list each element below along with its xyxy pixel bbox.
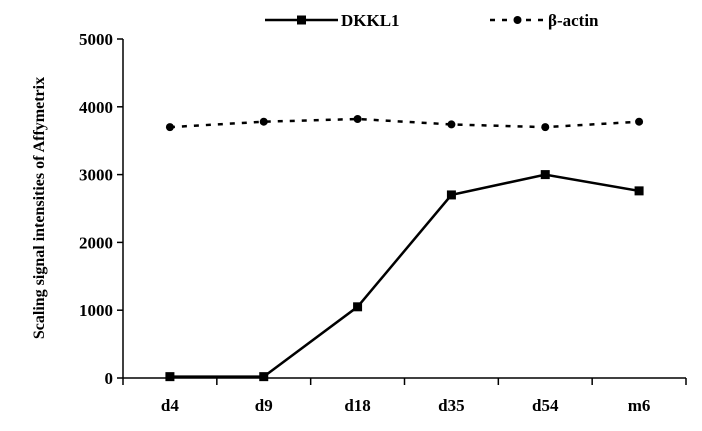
y-axis-ticks: 0 1000 2000 3000 4000 5000 xyxy=(79,30,123,388)
x-tick-label: d18 xyxy=(344,396,370,415)
y-tick-label: 2000 xyxy=(79,233,113,252)
y-tick-label: 3000 xyxy=(79,166,113,185)
legend-label: β-actin xyxy=(548,11,599,30)
y-tick-label: 1000 xyxy=(79,301,113,320)
data-point xyxy=(165,123,174,132)
data-point xyxy=(446,190,456,200)
data-point xyxy=(353,115,362,124)
legend-label: DKKL1 xyxy=(341,11,400,30)
legend-marker xyxy=(297,15,306,25)
data-point xyxy=(353,302,363,312)
data-point xyxy=(635,117,644,126)
x-tick-label: m6 xyxy=(628,396,651,415)
data-point xyxy=(259,117,268,126)
series-layer xyxy=(165,115,644,382)
x-tick-label: d54 xyxy=(532,396,559,415)
data-point xyxy=(165,372,175,382)
series-dkkl1 xyxy=(165,170,644,382)
x-tick-label: d4 xyxy=(161,396,179,415)
legend-item: DKKL1 xyxy=(265,11,400,30)
data-point xyxy=(259,372,269,382)
series-beta-actin xyxy=(165,115,644,132)
legend-marker xyxy=(513,16,522,24)
x-axis-ticks: d4 d9 d18 d35 d54 m6 xyxy=(122,378,687,415)
data-point xyxy=(447,120,456,129)
y-axis-label: Scaling signal intensities of Affymetrix xyxy=(31,77,48,339)
y-tick-label: 4000 xyxy=(79,98,113,117)
data-point xyxy=(540,170,550,180)
y-tick-label: 5000 xyxy=(79,30,113,49)
x-tick-label: d9 xyxy=(255,396,273,415)
y-tick-label: 0 xyxy=(105,369,114,388)
data-point xyxy=(634,186,644,196)
series-line xyxy=(169,117,640,129)
axes xyxy=(122,39,686,379)
legend: DKKL1 β-actin xyxy=(265,11,599,30)
x-tick-label: d35 xyxy=(438,396,464,415)
data-point xyxy=(541,123,550,132)
series-line xyxy=(169,173,640,378)
legend-item: β-actin xyxy=(490,11,599,30)
